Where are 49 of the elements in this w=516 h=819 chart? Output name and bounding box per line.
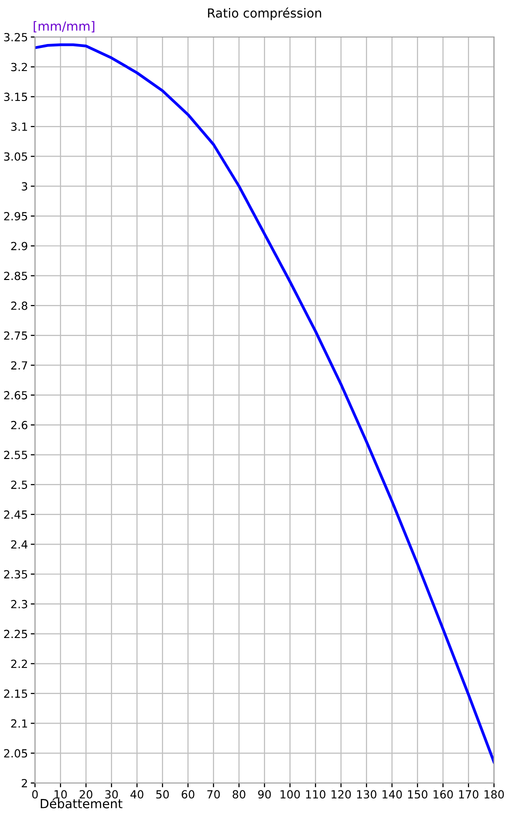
y-tick-label: 2	[22, 778, 27, 788]
y-tick-label: 2.8	[11, 302, 28, 310]
y-tick-label: 2.85	[4, 272, 28, 280]
x-tick-label: 160	[434, 790, 453, 799]
x-tick-label: 120	[332, 790, 351, 799]
y-tick-label: 2.9	[11, 242, 28, 250]
y-tick-label: 2.5	[11, 480, 28, 489]
y-axis-title: [mm/mm]	[34, 21, 94, 32]
y-tick-label: 2.2	[11, 660, 27, 668]
x-axis-title: Débattement	[40, 798, 122, 808]
y-tick-label: 2.4	[11, 540, 28, 548]
x-tick-label: 100	[280, 790, 300, 799]
y-tick-label: 2.65	[4, 391, 28, 400]
x-tick-label: 0	[32, 790, 38, 799]
y-tick-label: 2.1	[11, 719, 28, 728]
x-tick-label: 30	[105, 790, 118, 799]
y-tick-label: 2.25	[4, 630, 28, 638]
y-tick-label: 3.25	[4, 32, 28, 42]
y-tick-label: 2.55	[4, 450, 28, 460]
y-tick-label: 2.75	[4, 331, 28, 340]
line-series	[35, 43, 494, 764]
y-tick-label: 2.15	[4, 689, 28, 698]
x-tick-label: 130	[357, 790, 376, 799]
x-tick-label: 150	[408, 790, 428, 799]
x-tick-label: 70	[207, 790, 220, 799]
y-tick-label: 2.7	[11, 361, 28, 370]
y-tick-label: 2.3	[11, 600, 28, 608]
y-tick-label: 3.15	[4, 92, 28, 102]
y-tick-label: 2.35	[4, 570, 28, 578]
y-tick-label: 3.05	[4, 152, 28, 161]
y-tick-label: 3.1	[11, 122, 28, 131]
x-tick-label: 10	[54, 790, 67, 799]
x-tick-label: 110	[306, 790, 326, 799]
y-tick-label: 3	[22, 182, 28, 191]
x-tick-label: 60	[182, 790, 194, 799]
chart-title: Ratio compréssion	[208, 8, 322, 20]
x-tick-label: 40	[130, 790, 144, 799]
x-tick-label: 80	[232, 790, 246, 799]
x-tick-label: 170	[459, 790, 478, 799]
x-tick-label: 140	[382, 790, 402, 799]
x-tick-label: 90	[258, 790, 271, 799]
y-tick-label: 2.45	[4, 510, 28, 519]
y-tick-label: 2.6	[11, 420, 28, 430]
y-tick-label: 2.05	[4, 749, 28, 758]
y-tick-label: 3.2	[11, 62, 27, 72]
x-tick-label: 180	[484, 790, 504, 799]
x-tick-label: 20	[80, 790, 92, 799]
y-tick-label: 2.95	[4, 212, 28, 220]
x-tick-label: 50	[156, 790, 169, 799]
